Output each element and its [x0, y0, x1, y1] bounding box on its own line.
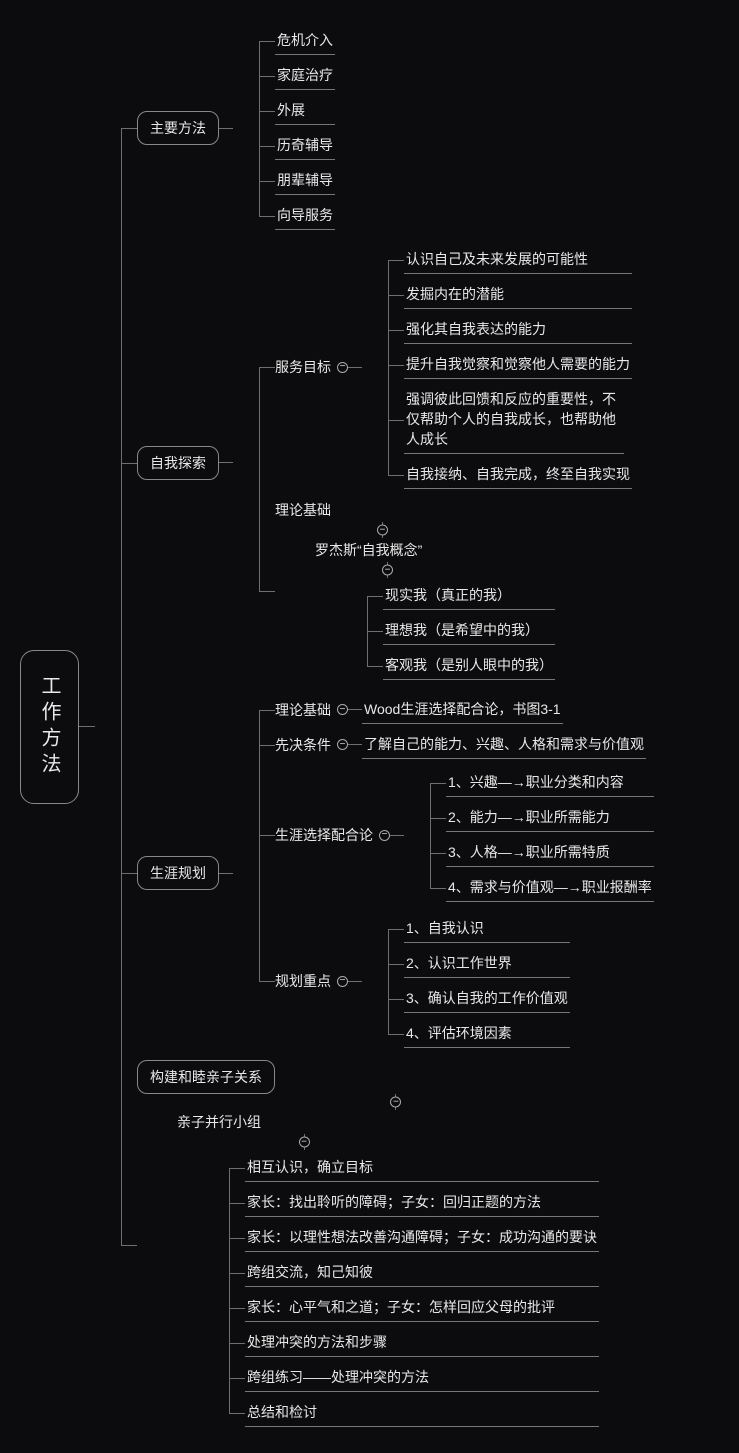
collapse-icon[interactable]: −	[382, 565, 393, 576]
leaf: 跨组交流，知己知彼	[245, 1258, 599, 1287]
rogers-children: 现实我（真正的我） 理想我（是希望中的我） 客观我（是别人眼中的我）	[355, 578, 555, 683]
leaf: Wood生涯选择配合论，书图3-1	[362, 695, 563, 724]
leaf: 1、兴趣—→职业分类和内容	[446, 768, 654, 797]
leaf: 1、自我认识	[404, 914, 570, 943]
leaf: 总结和检讨	[245, 1398, 599, 1427]
service-goals-children: 认识自己及未来发展的可能性 发掘内在的潜能 强化其自我表达的能力 提升自我觉察和…	[362, 242, 632, 492]
leaf: 家庭治疗	[275, 61, 335, 90]
node-career-theory[interactable]: 理论基础	[275, 698, 331, 722]
parent-child-label[interactable]: 构建和睦亲子关系	[137, 1060, 275, 1094]
leaf: 家长：找出聆听的障碍；子女：回归正题的方法	[245, 1188, 599, 1217]
leaf: 客观我（是别人眼中的我）	[383, 651, 555, 680]
collapse-icon[interactable]: −	[337, 704, 348, 715]
leaf: 危机介入	[275, 26, 335, 55]
career-children: 理论基础 − Wood生涯选择配合论，书图3-1 先决条件 −	[233, 692, 654, 1054]
node-rogers[interactable]: 罗杰斯“自我概念”	[315, 538, 422, 562]
leaf: 发掘内在的潜能	[404, 280, 632, 309]
leaf: 家长：心平气和之道；子女：怎样回应父母的批评	[245, 1293, 599, 1322]
leaf: 3、确认自我的工作价值观	[404, 984, 570, 1013]
career-match-children: 1、兴趣—→职业分类和内容 2、能力—→职业所需能力 3、人格—→职业所需特质 …	[404, 765, 654, 905]
leaf: 历奇辅导	[275, 131, 335, 160]
leaf: 自我接纳、自我完成，终至自我实现	[404, 460, 632, 489]
leaf: 强调彼此回馈和反应的重要性，不仅帮助个人的自我成长，也帮助他人成长	[404, 385, 624, 454]
node-main-methods[interactable]: 主要方法	[137, 111, 219, 145]
parent-group-children: 相互认识，确立目标 家长：找出聆听的障碍；子女：回归正题的方法 家长：以理性想法…	[217, 1150, 599, 1430]
leaf: 现实我（真正的我）	[383, 581, 555, 610]
leaf: 理想我（是希望中的我）	[383, 616, 555, 645]
node-service-goals[interactable]: 服务目标	[275, 355, 331, 379]
collapse-icon[interactable]: −	[377, 525, 388, 536]
leaf: 2、能力—→职业所需能力	[446, 803, 654, 832]
node-parent-child: 构建和睦亲子关系 − 亲子并行小组 − 相互认识，确立目标 家长：找出聆听的障碍…	[137, 1060, 654, 1430]
level1-branch: 主要方法 危机介入 家庭治疗 外展 历奇辅导 朋辈辅导 向导服务 自我探索	[95, 20, 654, 1433]
leaf: 2、认识工作世界	[404, 949, 570, 978]
leaf: 处理冲突的方法和步骤	[245, 1328, 599, 1357]
leaf: 外展	[275, 96, 335, 125]
leaf: 认识自己及未来发展的可能性	[404, 245, 632, 274]
leaf: 4、评估环境因素	[404, 1019, 570, 1048]
root-connector	[79, 726, 95, 727]
leaf: 相互认识，确立目标	[245, 1153, 599, 1182]
career-focus-children: 1、自我认识 2、认识工作世界 3、确认自我的工作价值观 4、评估环境因素	[362, 911, 570, 1051]
leaf: 朋辈辅导	[275, 166, 335, 195]
node-self-explore[interactable]: 自我探索	[137, 446, 219, 480]
collapse-icon[interactable]: −	[390, 1097, 401, 1108]
root-node[interactable]: 工作方法	[20, 650, 79, 804]
leaf: 强化其自我表达的能力	[404, 315, 632, 344]
leaf: 4、需求与价值观—→职业报酬率	[446, 873, 654, 902]
node-parent-group[interactable]: 亲子并行小组	[177, 1110, 261, 1134]
node-career-focus[interactable]: 规划重点	[275, 969, 331, 993]
node-career-planning[interactable]: 生涯规划	[137, 856, 219, 890]
self-explore-children: 服务目标 − 认识自己及未来发展的可能性 发掘内在的潜能 强化其自我表达的能力 …	[233, 239, 632, 686]
collapse-icon[interactable]: −	[299, 1137, 310, 1148]
collapse-icon[interactable]: −	[337, 362, 348, 373]
leaf: 提升自我觉察和觉察他人需要的能力	[404, 350, 632, 379]
node-theory-basis: 理论基础 − 罗杰斯“自我概念” − 现实我（真正的我） 理想我（是希望中的我）	[275, 498, 632, 683]
collapse-icon[interactable]: −	[337, 739, 348, 750]
node-career-match[interactable]: 生涯选择配合论	[275, 823, 373, 847]
theory-basis-label[interactable]: 理论基础	[275, 498, 331, 522]
mindmap: 工作方法 主要方法 危机介入 家庭治疗 外展 历奇辅导 朋辈辅导 向导服务	[20, 20, 719, 1433]
collapse-icon[interactable]: −	[337, 976, 348, 987]
main-methods-children: 危机介入 家庭治疗 外展 历奇辅导 朋辈辅导 向导服务	[233, 23, 335, 233]
leaf: 了解自己的能力、兴趣、人格和需求与价值观	[362, 730, 646, 759]
leaf: 跨组练习——处理冲突的方法	[245, 1363, 599, 1392]
leaf: 3、人格—→职业所需特质	[446, 838, 654, 867]
collapse-icon[interactable]: −	[379, 830, 390, 841]
leaf: 向导服务	[275, 201, 335, 230]
node-career-prereq[interactable]: 先决条件	[275, 733, 331, 757]
leaf: 家长：以理性想法改善沟通障碍；子女：成功沟通的要诀	[245, 1223, 599, 1252]
